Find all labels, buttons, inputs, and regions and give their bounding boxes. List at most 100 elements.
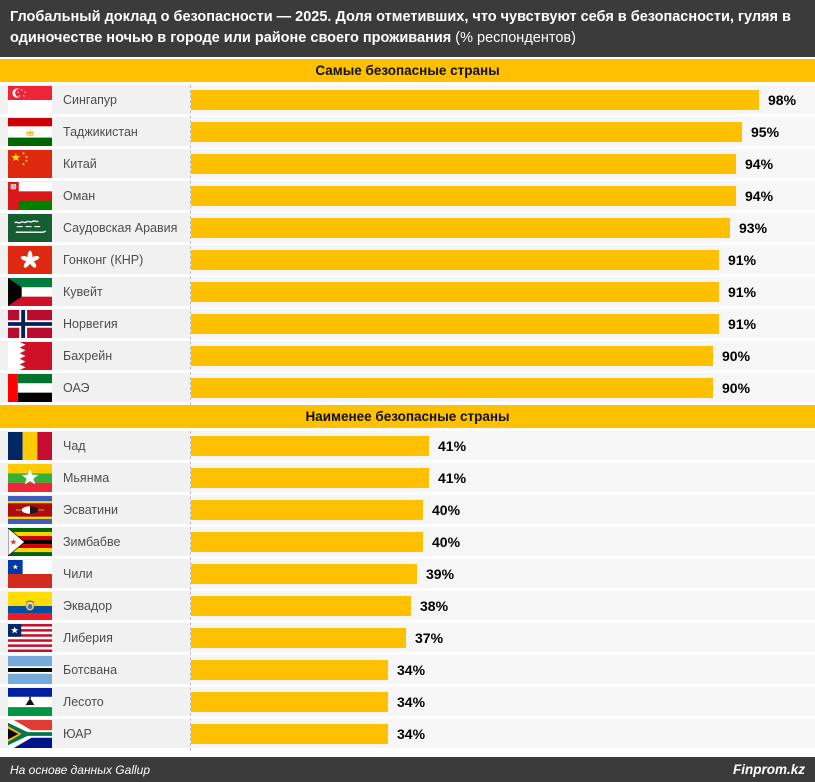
value-bar (191, 89, 759, 110)
value-label: 40% (432, 501, 461, 518)
value-label: 37% (415, 629, 444, 646)
singapore-flag (8, 85, 52, 114)
bar-track: 34% (190, 655, 815, 685)
value-label: 38% (420, 597, 449, 614)
country-row: ОАЭ 90% (0, 373, 815, 403)
hong-kong-flag (8, 245, 52, 274)
tajikistan-flag (8, 117, 52, 146)
country-row: Эсватини 40% (0, 495, 815, 525)
eswatini-flag (8, 495, 52, 524)
myanmar-flag (8, 463, 52, 492)
bar-track: 40% (190, 527, 815, 557)
country-label-area: Бахрейн (0, 341, 190, 371)
zimbabwe-flag (8, 527, 52, 556)
value-bar (191, 595, 411, 616)
bar-track: 90% (190, 373, 815, 403)
value-bar (191, 345, 713, 366)
bar-track: 91% (190, 309, 815, 339)
uae-flag (8, 373, 52, 402)
country-name-label: Кувейт (63, 284, 103, 299)
country-row: Лесото 34% (0, 687, 815, 717)
value-label: 41% (438, 437, 467, 454)
country-label-area: Эсватини (0, 495, 190, 525)
country-name-label: Либерия (63, 630, 113, 645)
value-bar (191, 467, 429, 488)
lesotho-flag (8, 687, 52, 716)
china-flag (8, 149, 52, 178)
country-row: Гонконг (КНР) 91% (0, 245, 815, 275)
country-row: Либерия 37% (0, 623, 815, 653)
chile-flag (8, 559, 52, 588)
value-bar (191, 281, 719, 302)
ecuador-flag (8, 591, 52, 620)
bar-track: 34% (190, 687, 815, 717)
saudi-arabia-flag (8, 213, 52, 242)
country-label-area: Оман (0, 181, 190, 211)
country-label-area: Лесото (0, 687, 190, 717)
value-bar (191, 185, 736, 206)
value-bar (191, 499, 423, 520)
country-name-label: ОАЭ (63, 380, 90, 395)
country-label-area: Гонконг (КНР) (0, 245, 190, 275)
data-source-note: На основе данных Gallup (10, 762, 150, 777)
country-label-area: Чад (0, 431, 190, 461)
country-row: Чили 39% (0, 559, 815, 589)
value-label: 98% (768, 91, 797, 108)
bar-track: 90% (190, 341, 815, 371)
bar-track: 40% (190, 495, 815, 525)
country-name-label: ЮАР (63, 726, 92, 741)
country-row: Чад 41% (0, 431, 815, 461)
country-name-label: Эквадор (63, 598, 113, 613)
value-bar (191, 121, 742, 142)
bar-track: 95% (190, 117, 815, 147)
liberia-flag (8, 623, 52, 652)
value-bar (191, 723, 388, 744)
country-name-label: Зимбабве (63, 534, 121, 549)
botswana-flag (8, 655, 52, 684)
axis-divider-line (190, 431, 191, 752)
country-row: Таджикистан 95% (0, 117, 815, 147)
country-row: Саудовская Аравия 93% (0, 213, 815, 243)
brand-logo: Finprom.kz (732, 762, 805, 777)
country-name-label: Чили (63, 566, 93, 581)
section-header-safest: Самые безопасные страны (0, 59, 815, 83)
kuwait-flag (8, 277, 52, 306)
oman-flag (8, 181, 52, 210)
country-name-label: Китай (63, 156, 97, 171)
value-bar (191, 313, 719, 334)
value-label: 93% (739, 219, 768, 236)
country-name-label: Гонконг (КНР) (63, 252, 144, 267)
country-label-area: Эквадор (0, 591, 190, 621)
country-name-label: Бахрейн (63, 348, 113, 363)
value-bar (191, 249, 719, 270)
chad-flag (8, 431, 52, 460)
bar-track: 91% (190, 245, 815, 275)
value-bar (191, 217, 730, 238)
safest-countries-chart: Сингапур 98% Таджикистан 95% Китай 94% (0, 85, 815, 406)
bar-track: 94% (190, 181, 815, 211)
country-label-area: Кувейт (0, 277, 190, 307)
value-bar (191, 691, 388, 712)
value-label: 34% (397, 725, 426, 742)
country-row: Бахрейн 90% (0, 341, 815, 371)
value-bar (191, 627, 406, 648)
country-row: Зимбабве 40% (0, 527, 815, 557)
value-label: 39% (426, 565, 455, 582)
country-label-area: ЮАР (0, 719, 190, 749)
axis-divider-line (190, 85, 191, 406)
bar-track: 37% (190, 623, 815, 653)
country-name-label: Сингапур (63, 92, 117, 107)
value-label: 95% (751, 123, 780, 140)
country-label-area: ОАЭ (0, 373, 190, 403)
section-header-least-safe: Наименее безопасные страны (0, 405, 815, 429)
country-name-label: Эсватини (63, 502, 119, 517)
country-row: Кувейт 91% (0, 277, 815, 307)
bar-track: 94% (190, 149, 815, 179)
country-name-label: Ботсвана (63, 662, 118, 677)
value-label: 91% (728, 283, 757, 300)
value-bar (191, 531, 423, 552)
least-safe-countries-chart: Чад 41% Мьянма 41% Эсватини 40% (0, 431, 815, 752)
country-label-area: Зимбабве (0, 527, 190, 557)
page-title: Глобальный доклад о безопасности — 2025.… (0, 0, 815, 58)
